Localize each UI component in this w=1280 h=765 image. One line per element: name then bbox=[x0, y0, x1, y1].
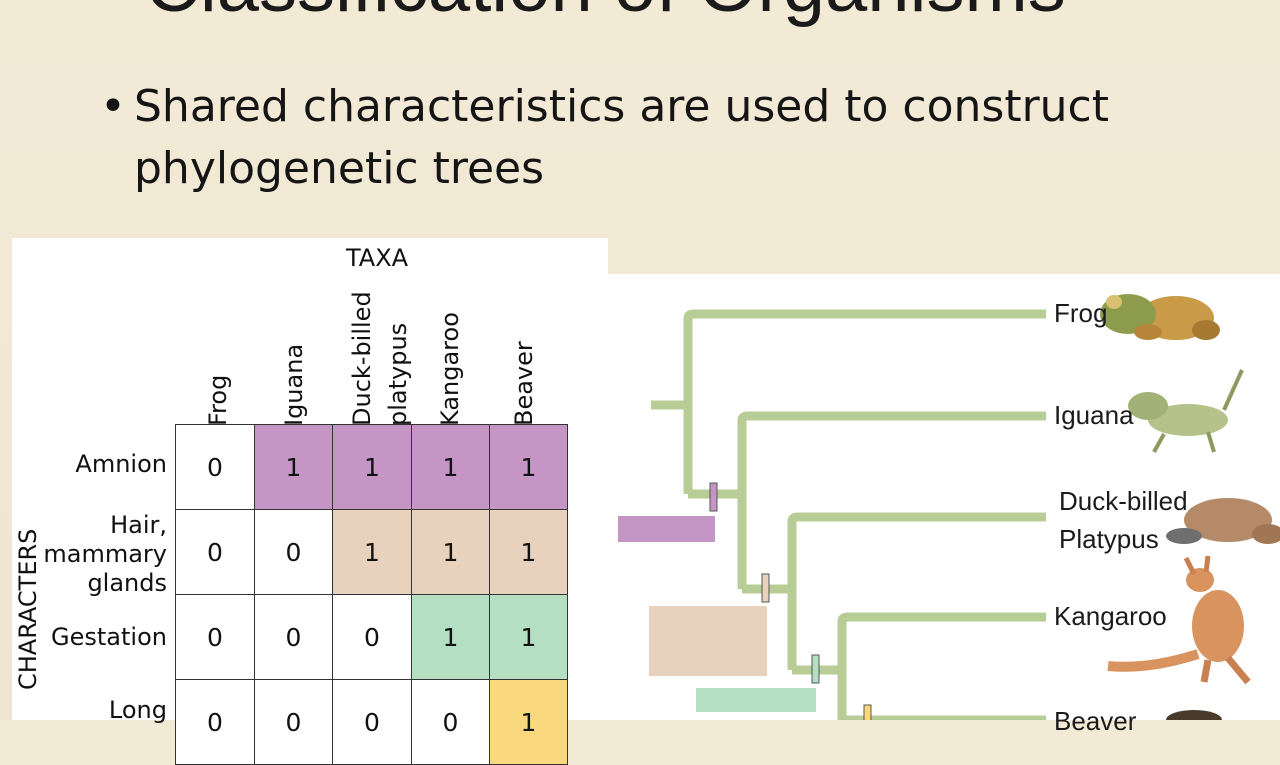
matrix-cell: 0 bbox=[332, 679, 412, 765]
matrix-cell: 1 bbox=[332, 424, 412, 510]
matrix-cell: 1 bbox=[254, 424, 333, 510]
platypus-icon bbox=[1166, 498, 1280, 544]
column-header-label: Iguana bbox=[280, 343, 308, 426]
row-header-long: Long bbox=[108, 696, 167, 724]
matrix-cell: 0 bbox=[254, 509, 333, 595]
matrix-cell: 1 bbox=[489, 424, 568, 510]
matrix-cell: 0 bbox=[254, 679, 333, 765]
marker-hair bbox=[761, 573, 770, 603]
marker-amnion bbox=[709, 482, 718, 512]
matrix-cell: 0 bbox=[175, 424, 255, 510]
matrix-cell: 0 bbox=[175, 679, 255, 765]
matrix-cell: 0 bbox=[175, 594, 255, 680]
branch-kangaroo bbox=[837, 612, 1046, 720]
column-header-label: Frog bbox=[204, 374, 232, 426]
legend-swatch-amnion bbox=[618, 516, 715, 542]
marker-gestation bbox=[811, 654, 820, 684]
matrix-cell: 0 bbox=[175, 509, 255, 595]
tree-diagram bbox=[618, 294, 1280, 720]
matrix-cell: 1 bbox=[411, 424, 490, 510]
matrix-cell: 1 bbox=[489, 509, 568, 595]
branch-platypus bbox=[787, 512, 1046, 670]
tree-label-frog: Frog bbox=[1054, 298, 1108, 328]
tree-label-kangaroo: Kangaroo bbox=[1054, 601, 1167, 631]
frog-icon bbox=[1100, 294, 1220, 340]
bullet-dot: • bbox=[100, 81, 126, 132]
matrix-cell: 1 bbox=[489, 594, 568, 680]
slide-title: Classification of Organisms bbox=[145, 0, 1145, 24]
matrix-cell: 1 bbox=[332, 509, 412, 595]
tree-label-iguana: Iguana bbox=[1054, 400, 1134, 430]
column-header-label: Beaver bbox=[510, 341, 538, 426]
kangaroo-icon bbox=[1107, 555, 1251, 685]
matrix-cell: 1 bbox=[411, 509, 490, 595]
matrix-cell: 0 bbox=[332, 594, 412, 680]
matrix-cell: 1 bbox=[411, 594, 490, 680]
branch-frog bbox=[683, 309, 1046, 494]
beaver-icon bbox=[1166, 710, 1222, 720]
legend-swatch-gestation bbox=[696, 688, 816, 712]
characters-label-text: CHARACTERS bbox=[14, 528, 42, 690]
matrix-cell: 0 bbox=[254, 594, 333, 680]
row-header-gestation: Gestation bbox=[51, 623, 167, 651]
row-header-amnion: Amnion bbox=[75, 450, 167, 478]
tree-label-duck-billed: Duck-billed bbox=[1059, 486, 1188, 516]
legend-swatch-hair bbox=[649, 606, 767, 676]
bullet-text: Shared characteristics are used to const… bbox=[134, 81, 1110, 194]
marker-long bbox=[863, 704, 872, 720]
phylogenetic-tree: Frog Iguana Duck-billed Platypus Kangaro… bbox=[608, 274, 1280, 736]
taxa-label: TAXA bbox=[346, 244, 409, 272]
column-header-label: Duck-billed platypus bbox=[348, 291, 412, 426]
row-header-hair: Hair, mammary glands bbox=[43, 511, 167, 597]
tree-label-beaver: Beaver bbox=[1054, 706, 1137, 736]
iguana-icon bbox=[1128, 369, 1244, 453]
tree-label-platypus: Platypus bbox=[1059, 524, 1159, 554]
matrix-cell: 0 bbox=[411, 679, 490, 765]
character-matrix: TAXA Frog Iguana Duck-billed platypus Ka… bbox=[12, 238, 608, 765]
branch-iguana bbox=[737, 411, 1046, 589]
matrix-cell: 1 bbox=[489, 679, 568, 765]
column-header-label: Kangaroo bbox=[436, 312, 464, 426]
